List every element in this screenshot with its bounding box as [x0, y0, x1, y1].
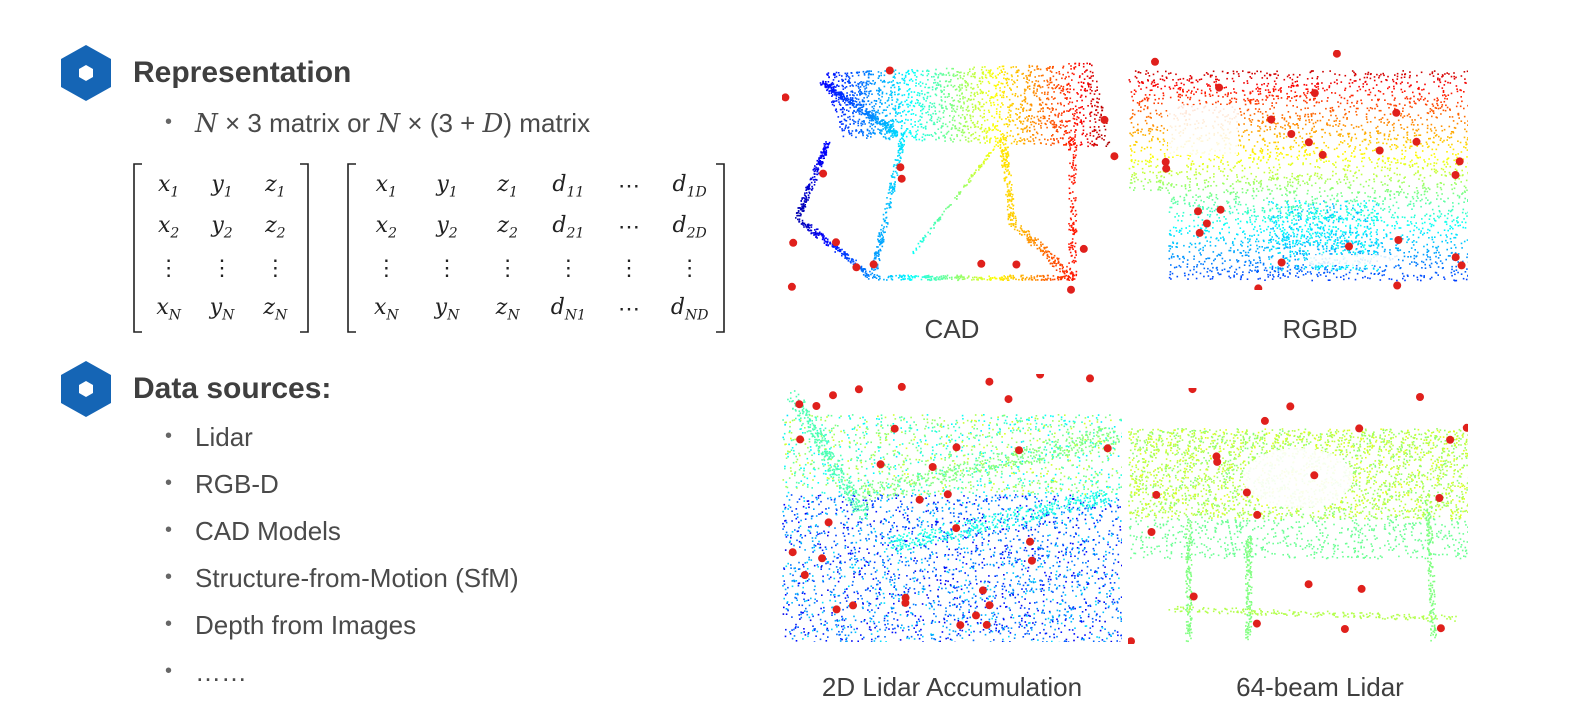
matrix-cell: d21 [552, 213, 585, 242]
matrix-cell: d1D [672, 172, 707, 201]
matrix-cell: d2D [672, 213, 707, 242]
caption-lidar2d: 2D Lidar Accumulation [821, 672, 1083, 702]
section-heading-data-sources: Data sources: [133, 372, 332, 405]
matrix-cell: zN [495, 295, 520, 324]
matrix-cell: dND [670, 295, 709, 324]
matrix-left-brackets [133, 163, 309, 333]
matrix-cell: z1 [497, 172, 518, 201]
matrix-cell: ⋮ [617, 256, 640, 281]
matrix-cell: z2 [265, 213, 286, 242]
representation-bullet: • N × 3 matrix or N × (3 + D) matrix [165, 108, 591, 139]
matrix-cell: d11 [552, 172, 585, 201]
matrix-right: x1 y1 z1 d11 ⋯ d1D x2 y2 z2 d21 ⋯ d2D ⋮ ⋮ ⋮ ⋮ ⋮ ⋮ xN yN zN dN… [356, 166, 720, 330]
matrix-cell: ⋯ [617, 174, 640, 199]
matrix-cell: ⋮ [557, 256, 580, 281]
caption-cad: CAD [924, 314, 980, 344]
section-heading-representation: Representation [133, 56, 352, 89]
matrix-cell: dN1 [550, 295, 586, 324]
matrix-cell: ⋮ [678, 256, 701, 281]
data-source-item: • Depth from Images [165, 610, 417, 640]
matrix-cell: y1 [211, 172, 233, 201]
matrix-cell: ⋮ [157, 256, 180, 281]
matrix-cell: x1 [375, 172, 397, 201]
matrix-cell: z2 [497, 213, 518, 242]
hexagon-icon [61, 361, 111, 417]
matrix-cell: y2 [211, 213, 233, 242]
matrix-cell: xN [373, 295, 399, 324]
data-source-item: • Lidar [165, 422, 253, 452]
matrix-cell: ⋮ [210, 256, 233, 281]
hexagon-icon [61, 45, 111, 101]
matrix-cell: yN [434, 295, 460, 324]
caption-lidar64: 64-beam Lidar [1236, 672, 1404, 702]
lidar2d-pointcloud-image [782, 374, 1122, 642]
rgbd-pointcloud-image [1128, 50, 1468, 290]
data-source-item: • Structure-from-Motion (SfM) [165, 563, 519, 593]
data-source-item: • CAD Models [165, 516, 341, 546]
matrix-cell: x2 [157, 213, 180, 242]
matrix-cell: x2 [375, 213, 397, 242]
matrix-cell: zN [263, 295, 288, 324]
matrix-cell: z1 [265, 172, 286, 201]
matrix-cell: ⋮ [435, 256, 458, 281]
caption-rgbd: RGBD [1282, 314, 1358, 344]
matrix-cell: y2 [436, 213, 458, 242]
matrix-cell: ⋯ [617, 215, 640, 240]
matrix-left: x1 y1 z1 x2 y2 z2 ⋮ ⋮ ⋮ xN yN zN [142, 166, 302, 330]
data-source-item: •…… [165, 657, 247, 687]
matrix-cell: ⋮ [496, 256, 519, 281]
matrix-right-brackets [347, 163, 725, 333]
matrix-cell: yN [209, 295, 235, 324]
lidar64-pointcloud-image [1128, 388, 1468, 644]
matrix-cell: ⋯ [617, 297, 640, 322]
matrix-cell: ⋮ [264, 256, 287, 281]
matrix-cell: x1 [157, 172, 180, 201]
data-source-item: • RGB-D [165, 469, 279, 499]
matrix-cell: ⋮ [375, 256, 398, 281]
matrix-cell: y1 [436, 172, 458, 201]
matrix-cell: xN [156, 295, 181, 324]
cad-pointcloud-image [782, 62, 1122, 294]
